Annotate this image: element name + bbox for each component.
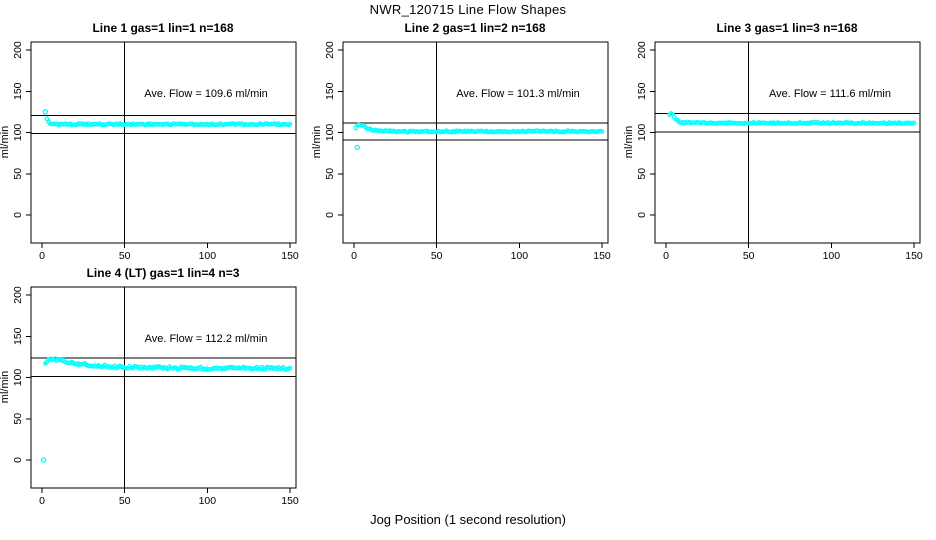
- svg-text:100: 100: [199, 250, 217, 262]
- svg-text:200: 200: [324, 41, 336, 59]
- plot-box: [654, 41, 921, 244]
- svg-text:100: 100: [199, 495, 217, 507]
- svg-text:100: 100: [324, 124, 336, 142]
- svg-text:150: 150: [281, 250, 299, 262]
- svg-text:100: 100: [12, 124, 24, 142]
- svg-text:150: 150: [12, 327, 24, 345]
- outlier-points: [40, 457, 47, 463]
- svg-text:50: 50: [119, 495, 131, 507]
- outlier-points: [354, 144, 361, 151]
- svg-text:100: 100: [511, 250, 529, 262]
- svg-text:0: 0: [12, 457, 24, 463]
- svg-text:150: 150: [324, 82, 336, 100]
- svg-text:0: 0: [12, 212, 24, 218]
- panels-grid: Line 1 gas=1 lin=1 n=168 0 50 100 150 0 50 100 1…: [0, 18, 936, 508]
- svg-text:50: 50: [12, 168, 24, 180]
- y-axis-title: ml/min: [0, 126, 11, 158]
- panel-title: Line 4 (LT) gas=1 lin=4 n=3: [87, 266, 240, 280]
- data-points: [667, 111, 917, 127]
- svg-text:150: 150: [636, 82, 648, 100]
- y-axis: 0 50 100 150 200: [636, 41, 655, 218]
- svg-text:200: 200: [12, 286, 24, 304]
- x-axis: 0 50 100 150: [351, 243, 611, 262]
- ave-flow-label: Ave. Flow = 101.3 ml/min: [456, 88, 580, 100]
- svg-text:150: 150: [905, 250, 923, 262]
- h-ref-lines: [31, 357, 296, 378]
- svg-text:50: 50: [12, 413, 24, 425]
- svg-text:150: 150: [593, 250, 611, 262]
- svg-text:0: 0: [324, 212, 336, 218]
- plot-box: [342, 41, 609, 244]
- flow-panel-3: Line 3 gas=1 lin=3 n=168 0 50 100 150 0 50 100 1…: [624, 18, 936, 263]
- x-axis: 0 50 100 150: [39, 488, 299, 507]
- data-points: [43, 356, 293, 372]
- plot-box: [30, 41, 297, 244]
- svg-text:0: 0: [39, 495, 45, 507]
- svg-text:150: 150: [281, 495, 299, 507]
- svg-text:150: 150: [12, 82, 24, 100]
- panel-plot-1: Line 1 gas=1 lin=1 n=168 0 50 100 150 0 50 100 1…: [0, 21, 299, 262]
- y-axis: 0 50 100 150 200: [12, 286, 31, 463]
- panel-plot-4: Line 4 (LT) gas=1 lin=4 n=3 0 50 100 150 0 50 1…: [0, 266, 299, 507]
- data-points: [353, 122, 605, 135]
- flow-panel-2: Line 2 gas=1 lin=2 n=168 0 50 100 150 0 50 100 1…: [312, 18, 624, 263]
- h-ref-lines: [655, 113, 920, 133]
- ave-flow-label: Ave. Flow = 111.6 ml/min: [769, 88, 891, 100]
- y-axis-title: ml/min: [0, 371, 11, 403]
- h-ref-lines: [31, 115, 296, 135]
- y-axis: 0 50 100 150 200: [12, 41, 31, 218]
- outlier-points: [42, 109, 49, 115]
- plot-box: [30, 286, 297, 489]
- panel-plot-2: Line 2 gas=1 lin=2 n=168 0 50 100 150 0 50 100 1…: [312, 21, 611, 262]
- svg-text:50: 50: [119, 250, 131, 262]
- x-axis: 0 50 100 150: [39, 243, 299, 262]
- svg-text:0: 0: [663, 250, 669, 262]
- svg-text:100: 100: [636, 124, 648, 142]
- figure-title: NWR_120715 Line Flow Shapes: [369, 2, 567, 17]
- svg-text:50: 50: [431, 250, 443, 262]
- svg-text:0: 0: [636, 212, 648, 218]
- svg-text:50: 50: [743, 250, 755, 262]
- svg-text:0: 0: [351, 250, 357, 262]
- svg-text:0: 0: [39, 250, 45, 262]
- panel-title: Line 1 gas=1 lin=1 n=168: [92, 21, 233, 35]
- svg-text:100: 100: [12, 369, 24, 387]
- svg-text:200: 200: [636, 41, 648, 59]
- ave-flow-label: Ave. Flow = 109.6 ml/min: [144, 88, 268, 100]
- panel-title: Line 3 gas=1 lin=3 n=168: [716, 21, 857, 35]
- y-axis: 0 50 100 150 200: [324, 41, 343, 218]
- h-ref-lines: [343, 122, 608, 141]
- x-axis-label: Jog Position (1 second resolution): [370, 512, 566, 527]
- panel-title: Line 2 gas=1 lin=2 n=168: [404, 21, 545, 35]
- svg-text:50: 50: [636, 168, 648, 180]
- x-axis: 0 50 100 150: [663, 243, 923, 262]
- svg-text:50: 50: [324, 168, 336, 180]
- data-points: [44, 116, 293, 128]
- y-axis-title: ml/min: [312, 126, 323, 158]
- flow-panel-1: Line 1 gas=1 lin=1 n=168 0 50 100 150 0 50 100 1…: [0, 18, 312, 263]
- y-axis-title: ml/min: [624, 126, 635, 158]
- flow-panel-4: Line 4 (LT) gas=1 lin=4 n=3 0 50 100 150 0 50 1…: [0, 263, 312, 508]
- ave-flow-label: Ave. Flow = 112.2 ml/min: [145, 333, 268, 345]
- panel-plot-3: Line 3 gas=1 lin=3 n=168 0 50 100 150 0 50 100 1…: [624, 21, 923, 262]
- svg-text:100: 100: [823, 250, 841, 262]
- svg-text:200: 200: [12, 41, 24, 59]
